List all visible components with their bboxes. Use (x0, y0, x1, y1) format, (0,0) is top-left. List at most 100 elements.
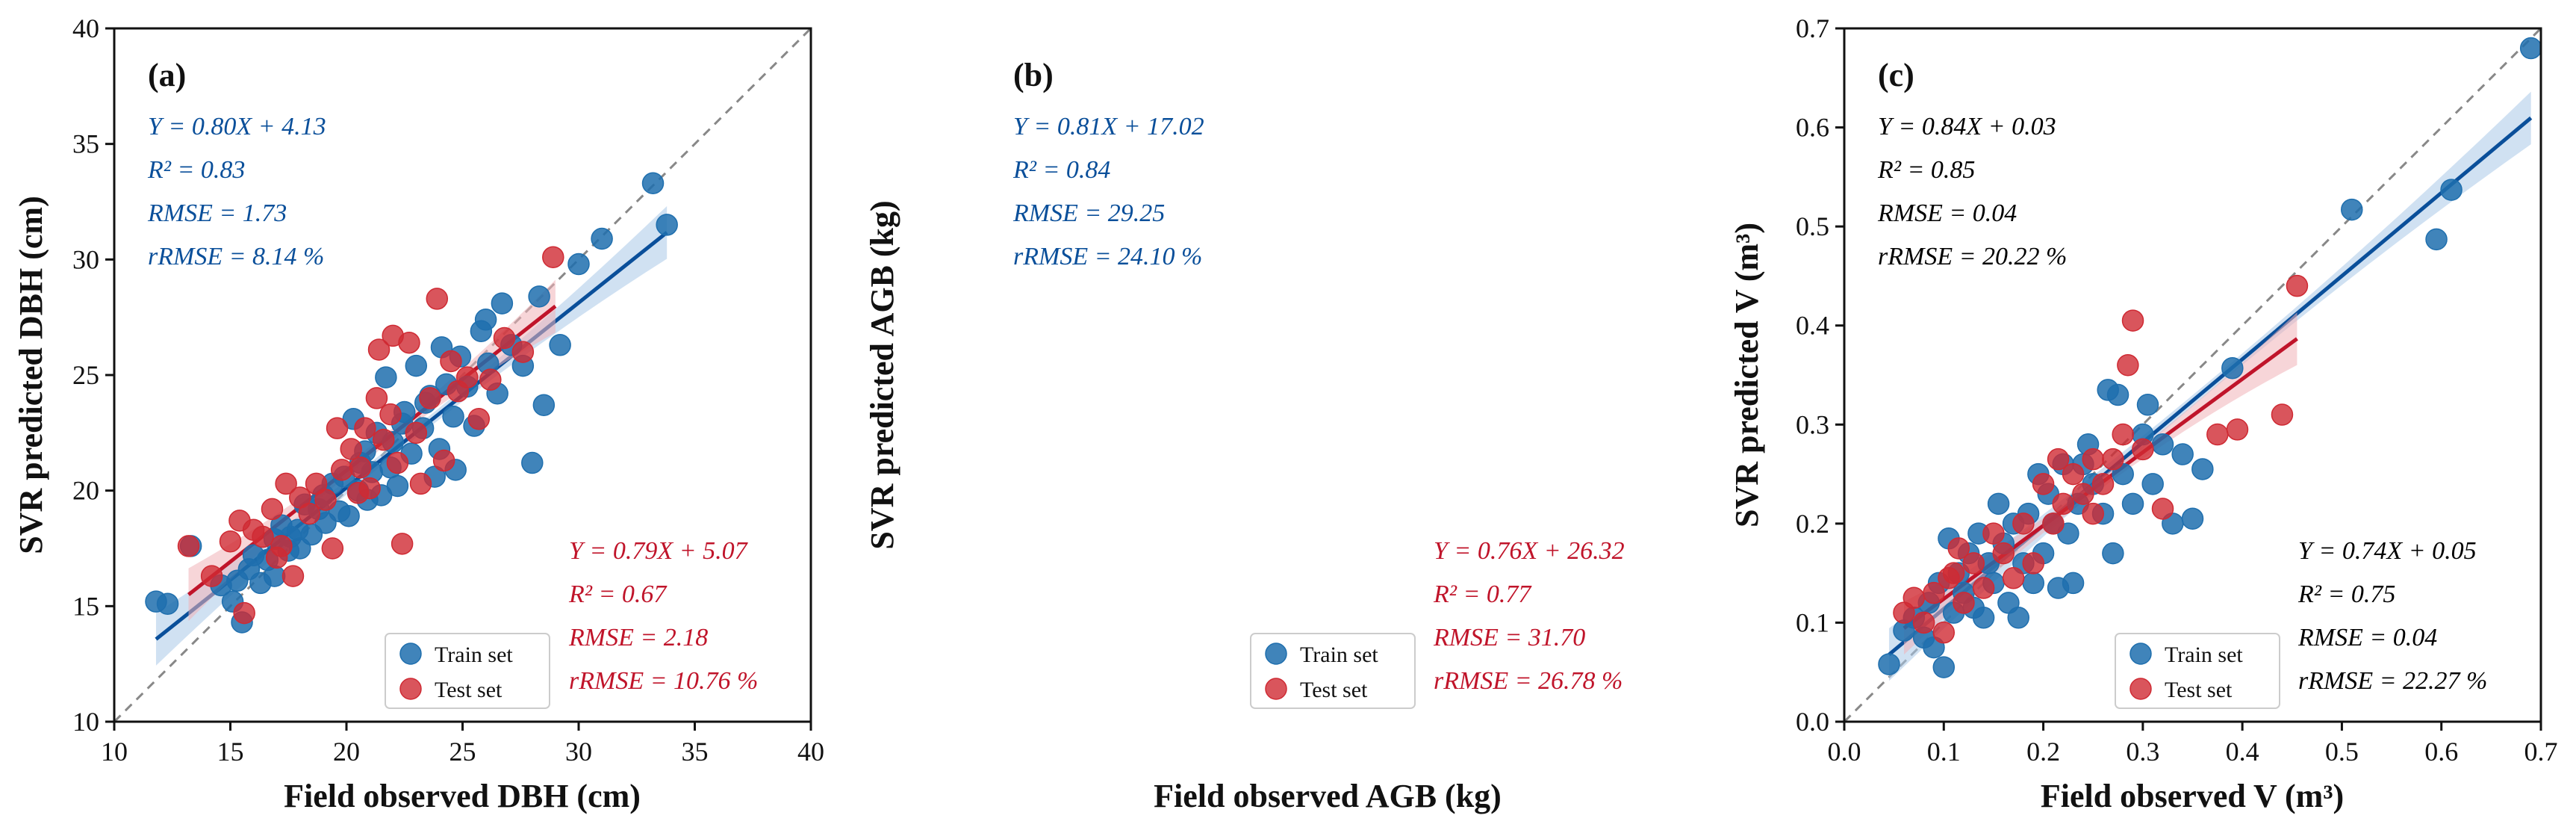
test-point (1962, 552, 1985, 575)
test-point (1953, 592, 1975, 614)
train-point (2425, 228, 2448, 251)
test-point (331, 459, 353, 481)
x-tick-label: 0.6 (2424, 737, 2458, 767)
train-point (2141, 473, 2164, 495)
test-point (2032, 473, 2055, 495)
train-stat-line: R² = 0.85 (1877, 156, 1975, 184)
y-tick-label: 0.1 (1796, 607, 1829, 637)
panel-label: (b) (1013, 57, 1054, 93)
x-tick-label: 0.2 (2026, 737, 2060, 767)
train-stat-line: R² = 0.84 (1012, 156, 1110, 184)
panel-c: (c) Y = 0.84X + 0.03 R² = 0.85 RMSE = 0.… (1729, 57, 2487, 814)
test-point (321, 537, 344, 560)
test-point (2091, 473, 2115, 495)
train-point (2181, 507, 2204, 530)
train-point (521, 451, 544, 474)
test-stat-line: RMSE = 2.18 (568, 624, 708, 651)
test-point (261, 498, 284, 521)
plot-frame (1843, 27, 2542, 723)
train-stat-line: RMSE = 1.73 (147, 199, 287, 227)
train-point (641, 172, 665, 195)
x-tick-label: 40 (797, 737, 824, 767)
train-stat-line: Y = 0.80X + 4.13 (148, 113, 326, 140)
test-point (432, 449, 455, 472)
x-tick-label: 0.0 (1828, 737, 1861, 767)
legend-marker-test (1265, 678, 1287, 700)
x-tick-label: 0.1 (1927, 737, 1961, 767)
train-point (1932, 656, 1956, 678)
test-point (511, 341, 535, 363)
test-stat-line: RMSE = 31.70 (1433, 624, 1585, 651)
train-point (1987, 492, 2010, 515)
legend-marker-test (399, 678, 422, 700)
train-point (2519, 37, 2541, 60)
panel-a: (a)060120180240300360060120180240300360 … (13, 13, 824, 814)
test-point (2117, 353, 2139, 377)
y-tick-label: 0.7 (1796, 13, 1829, 43)
test-point (2047, 448, 2070, 471)
panel-label: (c) (1878, 57, 1914, 93)
test-stats: Y = 0.76X + 26.32 R² = 0.77 RMSE = 31.70… (1433, 537, 1625, 695)
test-point (405, 421, 428, 445)
test-point (2052, 492, 2074, 515)
test-point (493, 326, 516, 350)
train-point (289, 537, 311, 560)
test-stat-line: R² = 0.67 (568, 580, 668, 608)
train-point (2136, 394, 2159, 416)
test-stats: Y = 0.74X + 0.05 R² = 0.75 RMSE = 0.04 r… (2297, 537, 2487, 695)
x-tick-label: 0.3 (2126, 737, 2159, 767)
test-point (2226, 418, 2249, 441)
y-tick-label: 40 (72, 13, 99, 43)
train-point (337, 504, 360, 527)
test-point (367, 338, 391, 361)
test-point (2151, 498, 2174, 520)
y-tick-label: 0.6 (1796, 113, 1829, 143)
test-point (2082, 448, 2104, 471)
train-stat-line: rRMSE = 24.10 % (1013, 243, 1202, 270)
test-point (281, 565, 305, 587)
x-tick-label: 30 (565, 737, 592, 767)
legend-box (385, 633, 550, 709)
plot-area (1844, 28, 2541, 722)
x-tick-label: 20 (333, 737, 360, 767)
test-point (440, 350, 462, 373)
train-stat-line: Y = 0.81X + 17.02 (1013, 113, 1204, 140)
y-tick-label: 35 (72, 129, 99, 159)
y-tick-label: 0.2 (1796, 509, 1829, 539)
test-point (365, 387, 388, 409)
y-tick-label: 30 (72, 244, 99, 274)
x-tick-label: 35 (682, 737, 709, 767)
train-stat-line: RMSE = 29.25 (1012, 199, 1165, 227)
test-point (2022, 552, 2044, 575)
train-point (442, 405, 464, 428)
train-point (2341, 198, 2363, 221)
test-point (326, 417, 349, 439)
test-point (1947, 537, 1970, 560)
test-point (1912, 611, 1935, 634)
legend-label-train: Train set (1300, 643, 1378, 667)
train-point (2102, 542, 2124, 565)
test-point (542, 246, 564, 268)
train-point (2022, 572, 2044, 595)
panel-label: (a)060120180240300360060120180240300360 (148, 57, 186, 93)
y-axis-title: SVR predicted V (m³) (1729, 223, 1765, 527)
test-point (200, 565, 223, 587)
y-axis-title: SVR predicted AGB (kg) (864, 200, 900, 549)
train-stats: Y = 0.84X + 0.03 R² = 0.85 RMSE = 0.04 r… (1877, 113, 2067, 270)
x-tick-label: 0.5 (2325, 737, 2359, 767)
test-point (386, 451, 409, 474)
y-tick-label: 20 (72, 476, 99, 506)
legend: Train set Test set (2115, 633, 2280, 709)
train-point (263, 565, 286, 587)
train-point (1878, 653, 1900, 675)
test-point (467, 408, 491, 430)
test-point (358, 477, 381, 500)
test-point (298, 502, 320, 525)
test-point (2072, 483, 2094, 505)
test-point (2062, 462, 2085, 486)
test-point (314, 489, 337, 511)
test-point (252, 525, 274, 548)
x-tick-label: 15 (217, 737, 244, 767)
y-tick-label: 0.3 (1796, 409, 1829, 439)
test-point (1938, 567, 1960, 589)
